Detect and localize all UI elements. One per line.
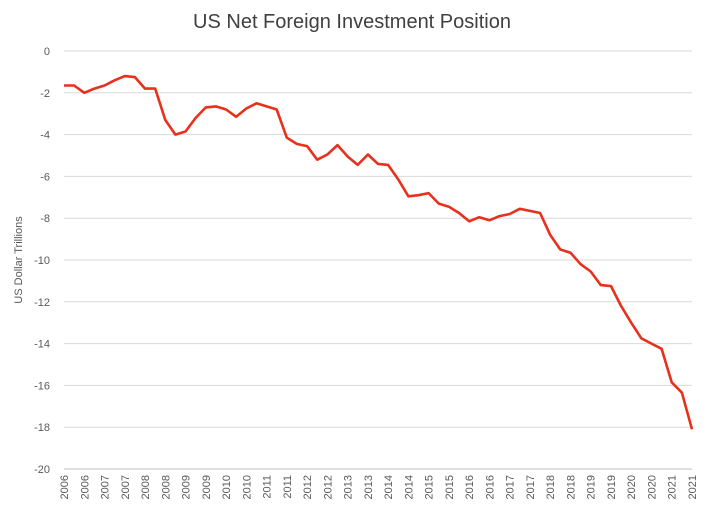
y-tick-label: -20 [34, 464, 50, 476]
x-tick-label: 2017 [505, 475, 517, 499]
x-tick-label: 2006 [59, 475, 71, 499]
y-tick-label: -8 [40, 213, 50, 225]
y-tick-label: -4 [40, 130, 50, 142]
x-tick-label: 2007 [120, 475, 132, 499]
x-tick-label: 2020 [626, 475, 638, 499]
y-tick-label: 0 [44, 46, 50, 58]
x-tick-label: 2021 [667, 475, 679, 499]
x-tick-label: 2011 [262, 475, 274, 499]
x-tick-label: 2018 [545, 475, 557, 499]
y-tick-label: -6 [40, 171, 50, 183]
x-tick-label: 2016 [464, 475, 476, 499]
y-tick-label: -2 [40, 88, 50, 100]
x-tick-label: 2011 [282, 475, 294, 499]
x-tick-label: 2019 [606, 475, 618, 499]
x-tick-label: 2008 [160, 475, 172, 499]
x-tick-label: 2013 [363, 475, 375, 499]
x-tick-label: 2014 [383, 475, 395, 499]
x-tick-label: 2006 [79, 475, 91, 499]
x-tick-label: 2010 [221, 475, 233, 499]
x-tick-label: 2019 [586, 475, 598, 499]
x-tick-label: 2009 [201, 475, 213, 499]
x-tick-label: 2017 [525, 475, 537, 499]
y-axis-title: US Dollar Trillions [13, 216, 25, 304]
x-tick-label: 2021 [687, 475, 699, 499]
x-tick-label: 2016 [484, 475, 496, 499]
chart-title: US Net Foreign Investment Position [193, 11, 511, 33]
x-tick-label: 2013 [343, 475, 355, 499]
y-tick-label: -16 [34, 380, 50, 392]
x-tick-label: 2018 [565, 475, 577, 499]
x-tick-label: 2015 [424, 475, 436, 499]
y-tick-label: -18 [34, 422, 50, 434]
data-line [64, 74, 694, 430]
x-tick-label: 2015 [444, 475, 456, 499]
x-tick-label: 2020 [646, 475, 658, 499]
x-tick-label: 2012 [302, 475, 314, 499]
y-tick-label: -12 [34, 297, 50, 309]
x-tick-label: 2010 [241, 475, 253, 499]
x-tick-label: 2009 [181, 475, 193, 499]
y-tick-label: -10 [34, 255, 50, 267]
x-tick-label: 2012 [322, 475, 334, 499]
x-tick-label: 2008 [140, 475, 152, 499]
y-tick-label: -14 [34, 339, 50, 351]
x-tick-label: 2014 [403, 475, 415, 499]
x-tick-label: 2007 [100, 475, 112, 499]
